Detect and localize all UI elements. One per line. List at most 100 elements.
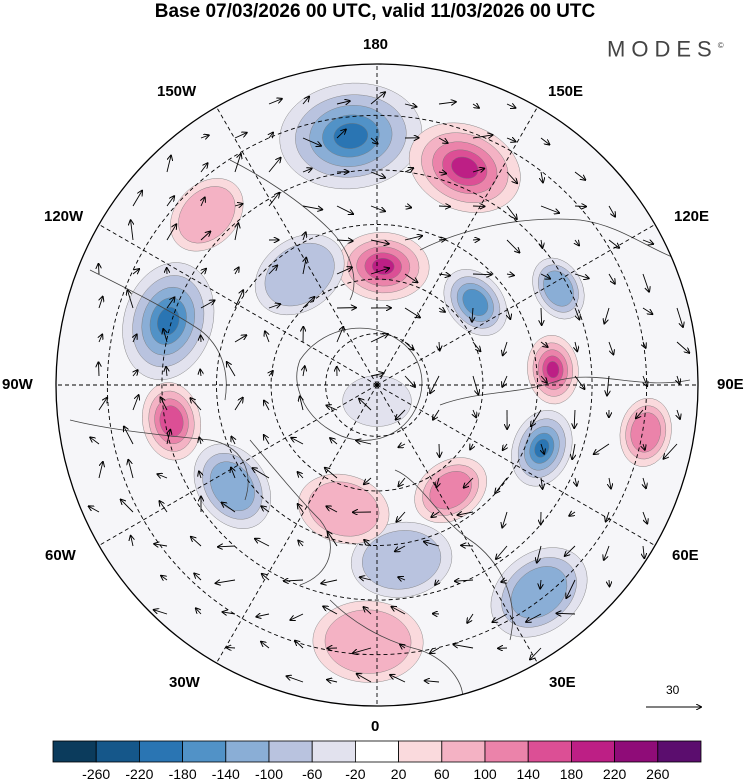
- wind-vector-204: [131, 536, 133, 547]
- wind-vector-218: [604, 545, 610, 560]
- wind-vector-16: [472, 135, 493, 138]
- wind-vector-62: [642, 240, 653, 244]
- wind-vector-44: [540, 205, 559, 213]
- wind-vector-154: [167, 430, 170, 445]
- lon-label-30w: 30W: [169, 674, 200, 691]
- wind-vector-243: [467, 613, 474, 623]
- wind-vector-69: [303, 258, 306, 275]
- lon-label-150w: 150W: [157, 83, 197, 100]
- wind-vector-110: [503, 341, 508, 355]
- wind-vector-128: [502, 375, 508, 387]
- wind-vector-28: [472, 169, 484, 172]
- wind-vector-115: [676, 341, 689, 353]
- lon-label-120w: 120W: [44, 208, 84, 225]
- wind-vector-72: [404, 273, 417, 282]
- wind-vector-107: [404, 341, 414, 350]
- wind-vector-207: [218, 546, 236, 547]
- wind-vector-54: [370, 239, 389, 244]
- coastline-7: [329, 599, 463, 706]
- wind-vector-257: [287, 676, 304, 683]
- wind-vector-52: [303, 232, 306, 241]
- pos-cell-west-siberia: [619, 397, 672, 467]
- coastline-2: [394, 469, 513, 641]
- wind-vector-73: [438, 274, 450, 276]
- neg-cell-labrador: [193, 443, 271, 529]
- wind-vector-160: [356, 440, 372, 444]
- wind-vector-11: [302, 137, 321, 146]
- lon-label-90e: 90E: [717, 376, 744, 393]
- wind-vector-121: [269, 371, 273, 376]
- wind-vector-135: [132, 395, 139, 411]
- wind-vector-116: [98, 362, 99, 377]
- wind-vector-214: [461, 545, 474, 546]
- wind-vector-148: [574, 409, 575, 428]
- neg-cell-aleutian: [279, 82, 423, 190]
- wind-vector-59: [541, 239, 542, 248]
- wind-vector-203: [642, 511, 647, 524]
- wind-vector-247: [227, 647, 236, 648]
- wind-vector-205: [154, 544, 168, 546]
- coastline-4: [419, 218, 681, 261]
- wind-vector-23: [302, 169, 312, 172]
- wind-vector-161: [398, 444, 406, 447]
- wind-vector-12: [336, 130, 346, 139]
- wind-vector-95: [604, 307, 610, 323]
- wind-vector-78: [608, 273, 615, 284]
- chart-title: Base 07/03/2026 00 UTC, valid 11/03/2026…: [154, 1, 596, 22]
- wind-vector-13: [370, 137, 378, 144]
- wind-vector-239: [323, 606, 338, 615]
- wind-vector-130: [574, 375, 585, 389]
- wind-vector-198: [458, 512, 474, 515]
- wind-vector-100: [163, 329, 167, 343]
- wind-vector-191: [222, 503, 236, 513]
- graticule: [56, 64, 698, 706]
- wind-vector-182: [495, 477, 508, 493]
- wind-vector-86: [302, 297, 314, 309]
- wind-vector-30: [541, 171, 543, 182]
- colorbar-tick-label: 140: [516, 766, 540, 782]
- wind-vector-217: [565, 545, 576, 556]
- wind-vector-152: [90, 437, 100, 445]
- wind-vector-155: [199, 437, 201, 445]
- wind-vector-140: [300, 396, 303, 411]
- wind-vector-246: [557, 613, 576, 614]
- wind-vector-122: [303, 366, 305, 377]
- wind-vector-224: [284, 580, 304, 581]
- wind-vector-261: [425, 681, 440, 682]
- wind-vector-125: [404, 375, 415, 387]
- wind-vector-18: [540, 137, 549, 145]
- wind-vector-120: [227, 362, 236, 377]
- wind-vector-175: [252, 468, 270, 479]
- wind-vector-227: [398, 577, 406, 580]
- wind-vector-230: [501, 580, 508, 582]
- wind-vector-236: [223, 612, 236, 614]
- brand-logo: MODES©: [607, 33, 724, 62]
- neg-cell-baikal-level-2: [543, 270, 574, 307]
- wind-vector-194: [326, 506, 338, 513]
- neg-cell-mediterranean-level-2: [510, 566, 568, 619]
- latitude-circle-3: [161, 169, 593, 601]
- wind-vector-225: [321, 580, 338, 583]
- wind-vector-168: [643, 443, 645, 450]
- wind-vector-114: [643, 341, 646, 348]
- wind-vector-99: [133, 334, 137, 343]
- wind-vector-106: [370, 334, 388, 343]
- wind-vector-117: [133, 370, 138, 377]
- wind-vector-40: [404, 206, 411, 208]
- wind-vector-185: [609, 477, 611, 488]
- wind-vector-82: [166, 297, 174, 309]
- wind-vector-61: [608, 239, 619, 248]
- wind-vector-93: [541, 307, 542, 325]
- wind-vector-67: [235, 267, 239, 275]
- wind-vector-196: [396, 511, 406, 522]
- colorbar-tick-label: 100: [473, 766, 497, 782]
- colorbar-tick-label: 180: [559, 766, 584, 782]
- pos-cell-west-siberia-level-2: [630, 412, 661, 453]
- wind-vector-94: [574, 307, 579, 319]
- wind-vector-162: [439, 443, 440, 457]
- wind-vector-151: [677, 409, 680, 419]
- wind-vector-215: [496, 545, 508, 559]
- wind-scale-label: 30: [666, 683, 680, 697]
- wind-vector-90: [438, 308, 445, 312]
- lon-label-60e: 60E: [672, 547, 699, 564]
